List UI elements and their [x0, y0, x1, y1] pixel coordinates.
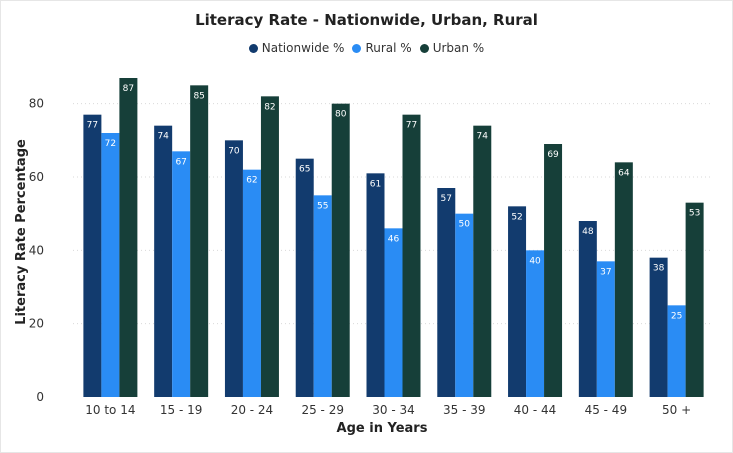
legend-item-rural[interactable]: Rural % [352, 41, 412, 55]
data-label: 85 [193, 91, 204, 101]
x-tick-label: 45 - 49 [585, 403, 628, 417]
bar[interactable] [172, 151, 191, 397]
x-tick-label: 35 - 39 [443, 403, 486, 417]
data-label: 82 [264, 102, 275, 112]
data-label: 38 [653, 264, 665, 274]
bar[interactable] [667, 305, 686, 397]
data-label: 70 [228, 146, 240, 156]
bar[interactable] [384, 228, 403, 397]
data-label: 53 [689, 209, 700, 219]
data-label: 69 [547, 150, 559, 160]
legend-label-nationwide: Nationwide % [261, 41, 345, 55]
y-tick-label: 60 [29, 170, 44, 184]
data-label: 61 [370, 179, 381, 189]
bar[interactable] [83, 114, 102, 398]
bar[interactable] [473, 125, 492, 398]
bar[interactable] [685, 202, 704, 397]
y-tick-label: 0 [36, 390, 44, 404]
chart-legend: Nationwide % Rural % Urban % [1, 41, 732, 55]
data-label: 25 [671, 311, 682, 321]
data-label: 72 [105, 139, 116, 149]
data-label: 67 [175, 157, 186, 167]
bar[interactable] [366, 173, 385, 397]
data-label: 57 [441, 194, 452, 204]
data-label: 80 [335, 110, 347, 120]
bar[interactable] [260, 96, 279, 397]
bar[interactable] [578, 221, 597, 397]
data-label: 48 [582, 227, 594, 237]
bar[interactable] [455, 213, 474, 397]
data-label: 40 [529, 256, 541, 266]
x-tick-label: 20 - 24 [231, 403, 274, 417]
x-tick-label: 10 to 14 [85, 403, 135, 417]
legend-item-urban[interactable]: Urban % [419, 41, 485, 55]
y-tick-label: 40 [29, 243, 44, 257]
bar[interactable] [224, 140, 243, 398]
bar[interactable] [614, 162, 633, 397]
bar[interactable] [295, 158, 314, 397]
data-label: 37 [600, 267, 611, 277]
bar[interactable] [242, 169, 261, 397]
bar[interactable] [190, 85, 209, 397]
bar[interactable] [596, 261, 615, 397]
y-tick-label: 20 [29, 317, 44, 331]
x-tick-label: 30 - 34 [372, 403, 415, 417]
legend-item-nationwide[interactable]: Nationwide % [248, 41, 345, 55]
legend-swatch-rural [352, 43, 362, 53]
legend-swatch-urban [419, 43, 429, 53]
data-label: 62 [246, 176, 257, 186]
data-label: 46 [388, 234, 400, 244]
bar[interactable] [526, 250, 545, 397]
bar[interactable] [313, 195, 332, 397]
bar[interactable] [101, 133, 120, 397]
data-label: 77 [406, 121, 417, 131]
data-label: 87 [123, 84, 134, 94]
data-label: 77 [87, 121, 98, 131]
bar[interactable] [544, 144, 563, 397]
y-axis-label: Literacy Rate Percentage [14, 139, 29, 325]
legend-label-urban: Urban % [432, 41, 485, 55]
bar[interactable] [154, 125, 173, 398]
data-label: 64 [618, 168, 630, 178]
x-tick-label: 25 - 29 [301, 403, 344, 417]
bar[interactable] [119, 78, 138, 397]
x-tick-label: 15 - 19 [160, 403, 203, 417]
data-label: 55 [317, 201, 328, 211]
data-label: 65 [299, 165, 310, 175]
data-labels: 77 72 87 74 67 85 70 62 82 65 55 80 61 46 77 57 50 74 52 40… [87, 84, 701, 321]
data-label: 50 [459, 220, 471, 230]
legend-label-rural: Rural % [365, 41, 412, 55]
data-label: 74 [477, 132, 489, 142]
chart-title: Literacy Rate - Nationwide, Urban, Rural [195, 11, 538, 29]
bar[interactable] [402, 114, 421, 398]
x-axis-label: Age in Years [337, 421, 428, 436]
bar[interactable] [649, 257, 668, 397]
x-tick-label: 40 - 44 [514, 403, 557, 417]
bars-layer [83, 78, 704, 398]
y-axis-ticks: 0 20 40 60 80 [29, 97, 44, 404]
legend-swatch-nationwide [248, 43, 258, 53]
x-tick-label: 50 + [662, 403, 691, 417]
bar[interactable] [437, 188, 456, 397]
x-axis-ticks: 10 to 14 15 - 19 20 - 24 25 - 29 30 - 34 35 -… [85, 403, 691, 417]
bar[interactable] [508, 206, 527, 397]
data-label: 52 [511, 212, 522, 222]
bar[interactable] [331, 103, 350, 398]
y-tick-label: 80 [29, 97, 44, 111]
data-label: 74 [157, 132, 169, 142]
